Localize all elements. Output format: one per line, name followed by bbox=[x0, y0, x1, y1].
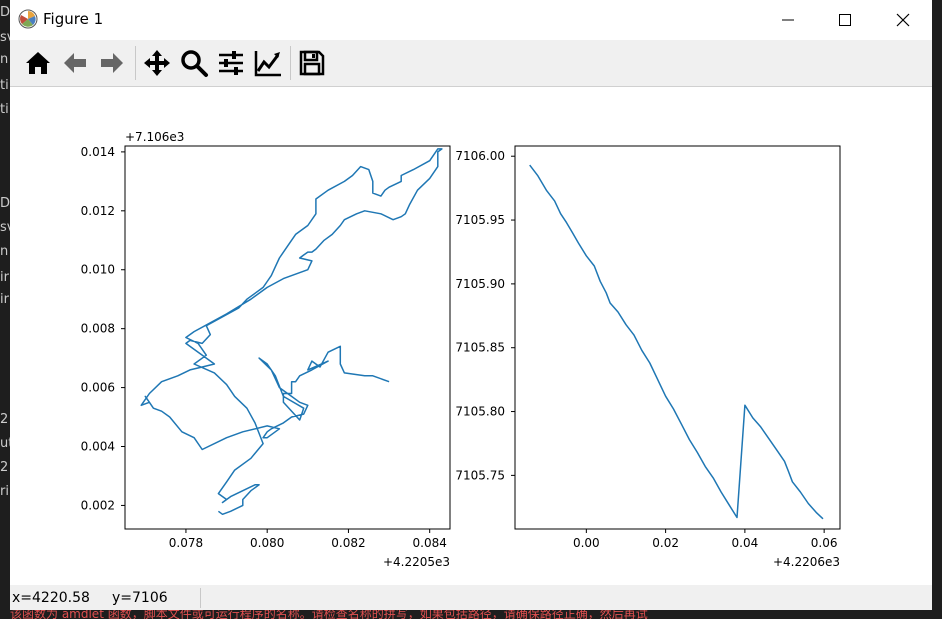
home-button[interactable] bbox=[21, 47, 55, 79]
y-tick-label: 7106.00 bbox=[455, 149, 505, 163]
series-line bbox=[529, 164, 824, 520]
maximize-button[interactable] bbox=[816, 0, 874, 40]
x-tick-label: 0.06 bbox=[811, 536, 838, 550]
axes-frame bbox=[514, 145, 841, 530]
terminal-fragment: ti bbox=[0, 102, 9, 117]
terminal-fragment: ir bbox=[0, 292, 9, 307]
y-tick-label: 0.004 bbox=[81, 440, 115, 454]
terminal-fragment: ti bbox=[0, 78, 9, 93]
navigation-toolbar bbox=[10, 40, 932, 87]
terminal-fragment: ut bbox=[0, 436, 10, 451]
maximize-icon bbox=[839, 14, 851, 26]
y-tick-label: 7105.85 bbox=[455, 341, 505, 355]
x-tick-label: 0.080 bbox=[250, 536, 284, 550]
y-tick-label: 0.006 bbox=[81, 381, 115, 395]
y-tick-label: 7105.90 bbox=[455, 277, 505, 291]
background-terminal-right bbox=[932, 0, 942, 610]
forward-button[interactable] bbox=[95, 47, 129, 79]
status-separator bbox=[200, 588, 201, 608]
x-tick-label: 0.04 bbox=[732, 536, 759, 550]
subplot-1: 0.078 0.080 0.082 0.084 0.002 0.004 0.006 0.008… bbox=[81, 130, 451, 569]
close-button[interactable] bbox=[874, 0, 932, 40]
terminal-fragment: Da bbox=[0, 196, 10, 211]
status-bar: x=4220.58 y=7106 bbox=[10, 585, 932, 610]
y-tick-label: 0.010 bbox=[81, 263, 115, 277]
y-tick-label: 7105.80 bbox=[455, 405, 505, 419]
terminal-error-text: 该函数为 amdlet 函数，脚本文件或可运行程序的名称。请检查名称的拼写，如果… bbox=[10, 610, 648, 619]
terminal-fragment: n bbox=[0, 244, 9, 259]
zoom-button[interactable] bbox=[177, 47, 211, 79]
cursor-x-readout: x=4220.58 bbox=[12, 590, 90, 606]
window-title: Figure 1 bbox=[43, 10, 104, 28]
pan-icon bbox=[144, 50, 170, 76]
terminal-fragment: ir bbox=[0, 270, 9, 285]
edit-axis-icon bbox=[254, 51, 281, 77]
terminal-fragment: n bbox=[0, 52, 9, 67]
matplotlib-icon bbox=[18, 9, 38, 29]
cursor-y-readout: y=7106 bbox=[112, 590, 168, 606]
x-offset-text: +4.2205e3 bbox=[383, 555, 450, 569]
axes-frame bbox=[124, 145, 451, 530]
forward-icon bbox=[101, 53, 123, 73]
back-icon bbox=[64, 53, 86, 73]
terminal-fragment: ri bbox=[0, 484, 9, 499]
terminal-fragment: sv bbox=[0, 220, 10, 235]
zoom-icon bbox=[181, 50, 208, 77]
x-tick-label: 0.084 bbox=[413, 536, 447, 550]
x-tick-label: 0.078 bbox=[169, 536, 203, 550]
configure-subplots-button[interactable] bbox=[214, 47, 248, 79]
y-tick-label: 0.002 bbox=[81, 498, 115, 512]
minimize-icon bbox=[782, 19, 794, 21]
y-offset-text: +7.106e3 bbox=[125, 130, 184, 144]
y-tick-label: 7105.75 bbox=[455, 468, 505, 482]
figure-window: Figure 1 bbox=[10, 0, 932, 610]
terminal-fragment: sv bbox=[0, 30, 10, 45]
x-tick-label: 0.02 bbox=[652, 536, 679, 550]
pan-button[interactable] bbox=[140, 47, 174, 79]
terminal-fragment: 2 bbox=[0, 412, 9, 427]
home-icon bbox=[26, 52, 50, 74]
y-tick-label: 7105.95 bbox=[455, 213, 505, 227]
title-bar: Figure 1 bbox=[10, 0, 932, 40]
figure-canvas[interactable]: 0.078 0.080 0.082 0.084 0.002 0.004 0.006 0.008… bbox=[10, 87, 932, 585]
y-tick-label: 0.012 bbox=[81, 204, 115, 218]
edit-axis-button[interactable] bbox=[251, 47, 285, 79]
save-button[interactable] bbox=[295, 47, 329, 79]
save-icon bbox=[299, 50, 325, 76]
terminal-fragment: 2 bbox=[0, 460, 9, 475]
x-offset-text: +4.2206e3 bbox=[773, 555, 840, 569]
background-terminal-bottom: 该函数为 amdlet 函数，脚本文件或可运行程序的名称。请检查名称的拼写，如果… bbox=[0, 610, 942, 619]
configure-subplots-icon bbox=[219, 51, 243, 75]
series-line bbox=[140, 148, 443, 516]
minimize-button[interactable] bbox=[759, 0, 817, 40]
terminal-fragment: Da bbox=[0, 5, 10, 20]
y-tick-label: 0.014 bbox=[81, 145, 115, 159]
close-icon bbox=[896, 13, 910, 27]
back-button[interactable] bbox=[58, 47, 92, 79]
subplot-2: 0.00 0.02 0.04 0.06 7105.75 7105.80 7105.85 710… bbox=[455, 145, 841, 569]
x-tick-label: 0.082 bbox=[331, 536, 365, 550]
toolbar-separator bbox=[290, 46, 291, 80]
toolbar-separator bbox=[135, 46, 136, 80]
y-tick-label: 0.008 bbox=[81, 322, 115, 336]
x-tick-label: 0.00 bbox=[573, 536, 600, 550]
